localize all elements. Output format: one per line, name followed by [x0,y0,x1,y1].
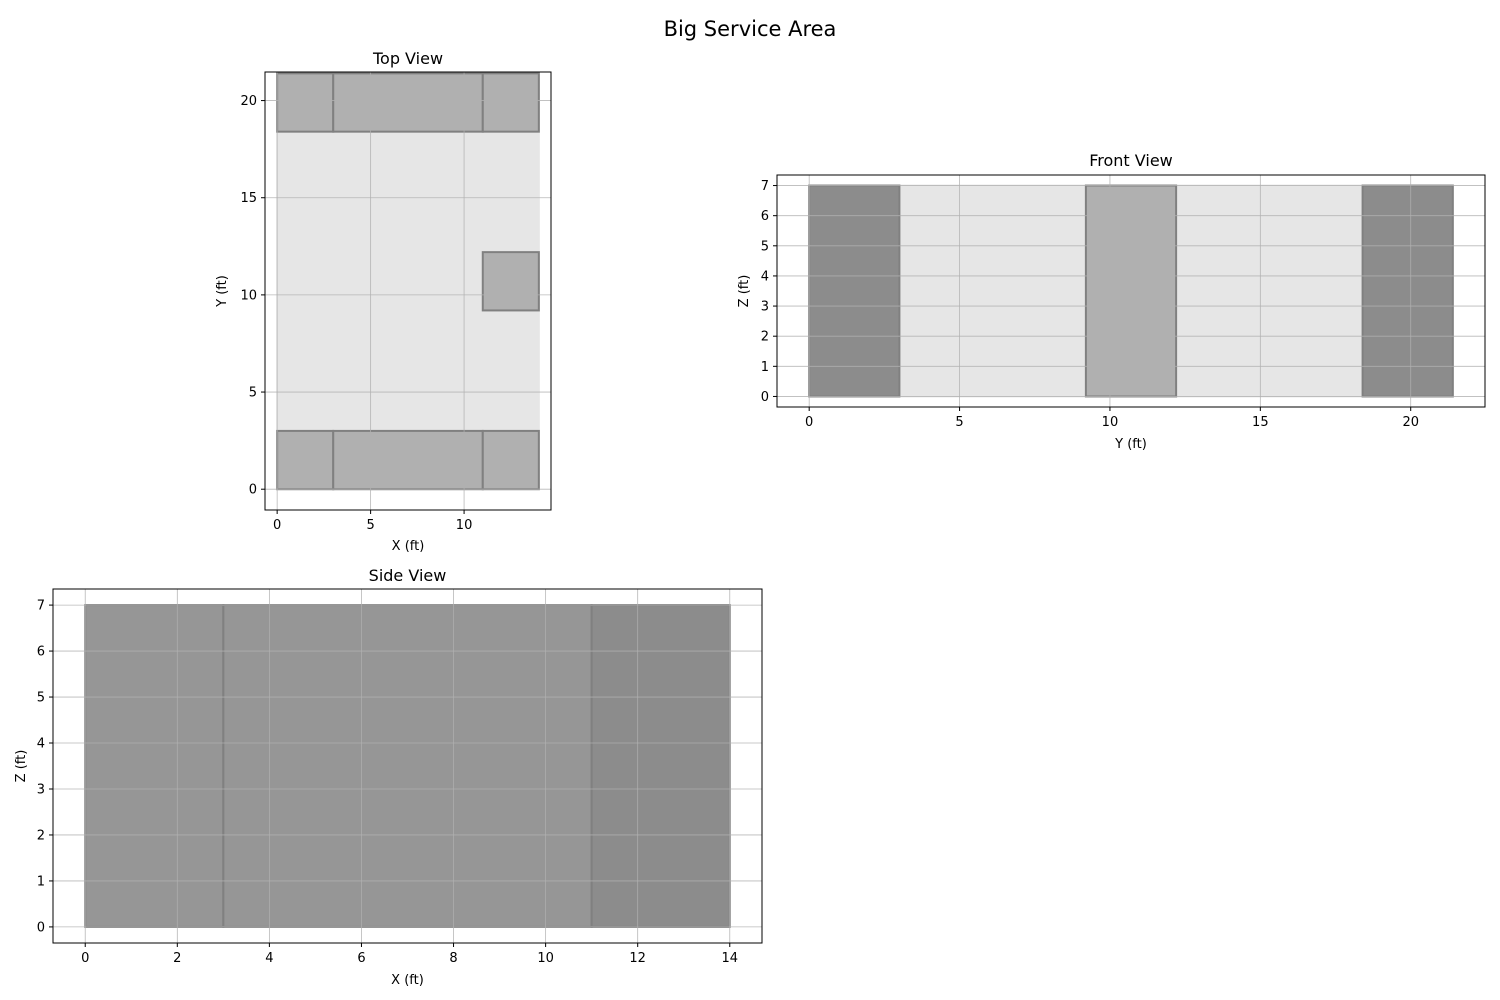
top-rect-front-middle [332,429,484,491]
front-xtick-label: 20 [1402,415,1419,430]
top-rect-back-middle [332,72,484,133]
side-ytick-label: 7 [37,599,45,614]
figure-title: Big Service Area [664,17,837,41]
front-xtick-label: 15 [1252,415,1269,430]
side-ytick-label: 5 [37,691,45,706]
top-rect-front-right [481,429,540,491]
side-title: Side View [369,566,447,585]
side-xtick-label: 12 [629,951,646,966]
side-axes-frame [52,588,763,944]
front-ytick-label: 7 [761,179,769,194]
top-axes-frame [264,71,552,511]
front-ytick-label: 3 [761,300,769,315]
top-ytick-label: 15 [240,191,257,206]
side-xtick-label: 0 [81,951,89,966]
top-ytick-label: 20 [240,94,257,109]
side-xtick-label: 8 [449,951,457,966]
front-rect-middle-box [1084,184,1178,398]
top-xtick-label: 5 [366,518,374,533]
side-ytick-label: 0 [37,920,45,935]
top-view-panel: 0 5 10 0 5 10 15 20 Top View X (ft) Y (ft) [215,49,552,554]
front-ytick-label: 2 [761,330,769,345]
side-ytick-label: 4 [37,737,45,752]
side-ylabel: Z (ft) [14,750,29,783]
top-plot-area [265,72,551,510]
front-ylabel: Z (ft) [737,275,752,308]
top-title: Top View [372,49,443,68]
front-ytick-label: 5 [761,239,769,254]
side-plot-area [53,589,762,943]
side-rect-left-section [84,604,225,928]
front-plot-area [777,175,1485,407]
side-xtick-label: 6 [357,951,365,966]
front-xtick-label: 10 [1102,415,1119,430]
side-xlabel: X (ft) [391,973,424,988]
top-ylabel: Y (ft) [215,275,230,308]
top-xtick-label: 10 [456,518,473,533]
side-ytick-label: 2 [37,828,45,843]
side-xtick-label: 10 [537,951,554,966]
front-ytick-label: 1 [761,360,769,375]
side-ytick-label: 1 [37,874,45,889]
front-rect-back-stack [1361,184,1454,398]
front-xtick-label: 5 [955,415,963,430]
side-rect-middle-section [222,604,593,928]
top-ytick-label: 5 [249,386,257,401]
top-ytick-label: 10 [240,288,257,303]
front-xtick-label: 0 [805,415,813,430]
side-xtick-label: 2 [173,951,181,966]
side-ytick-label: 6 [37,645,45,660]
front-view-panel: 0 5 10 15 20 0 1 2 3 4 5 6 7 Front View Y (ft) Z (ft) [737,151,1486,452]
side-rect-right-section [590,604,731,928]
front-axes-frame [776,174,1486,408]
front-rect-front-stack [808,184,901,398]
top-rect-back-left [276,72,335,133]
top-rect-mid-right [481,251,540,312]
top-xlabel: X (ft) [392,539,425,554]
front-ytick-label: 4 [761,269,769,284]
top-ytick-label: 0 [249,483,257,498]
side-ytick-label: 3 [37,782,45,797]
front-title: Front View [1089,151,1173,170]
front-ytick-label: 0 [761,390,769,405]
top-rect-back-right [481,72,540,133]
side-xtick-label: 4 [265,951,273,966]
side-xtick-label: 14 [721,951,738,966]
front-ytick-label: 6 [761,209,769,224]
top-rect-front-left [276,429,335,491]
front-xlabel: Y (ft) [1114,437,1147,452]
top-xtick-label: 0 [273,518,281,533]
